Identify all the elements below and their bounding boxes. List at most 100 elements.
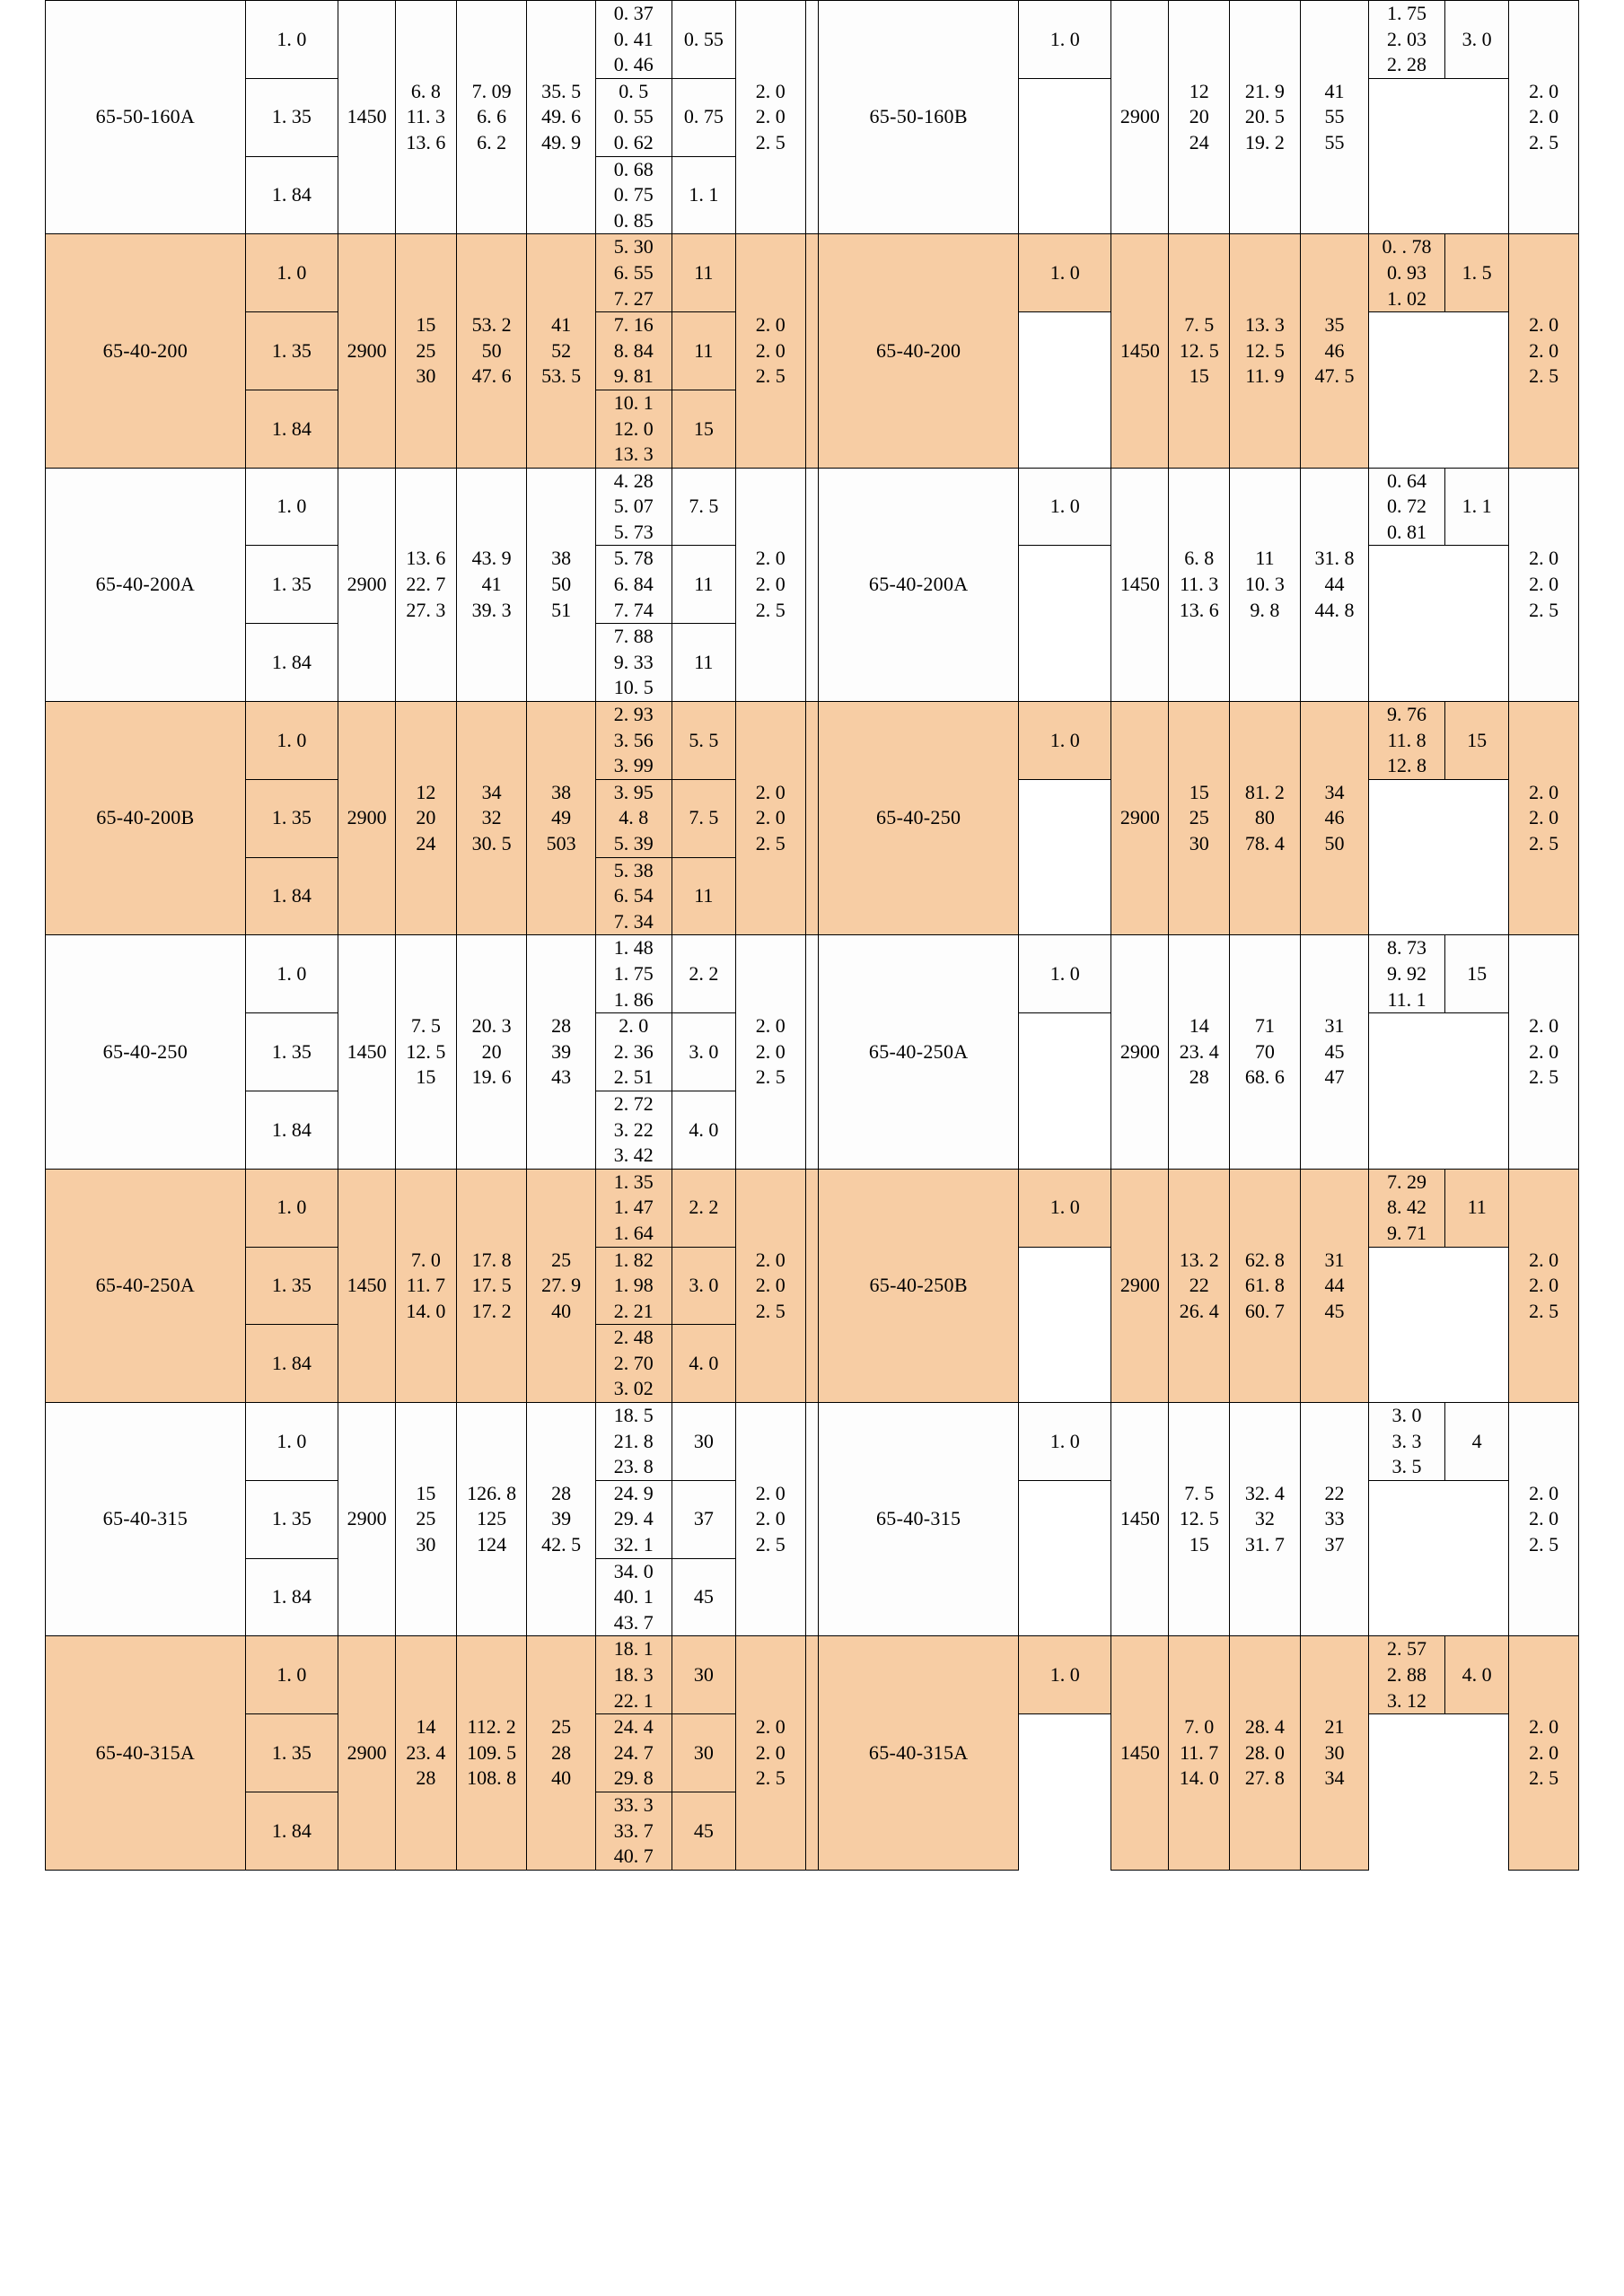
value-line: 1. 75: [613, 961, 654, 985]
motor-power-cell: 30: [671, 1402, 737, 1481]
value-line: 4. 8: [619, 806, 649, 829]
value-line: 0. 41: [613, 27, 654, 50]
flow-cell: 12 20 24: [395, 701, 457, 936]
value-line: 2. 57: [1387, 1637, 1427, 1661]
density-cell: 1. 84: [244, 1791, 339, 1871]
table-row: 65-40-250A 1. 0 1450 7. 0 11. 7 14. 0 17. 8 17.…: [45, 1168, 1579, 1404]
value-line: 50: [1324, 832, 1345, 854]
value-line: 12. 8: [1387, 754, 1427, 777]
value-line: 11. 7: [406, 1274, 445, 1297]
npsh-cell: 2. 0 2. 0 2. 5: [1508, 934, 1579, 1170]
table-row: 65-40-200A 1. 0 2900 13. 6 22. 7 27. 3 43. 9 41…: [45, 467, 1579, 703]
value-line: 39: [551, 1039, 572, 1063]
density-cell: 1. 84: [244, 623, 339, 703]
value-line: 19. 2: [1244, 130, 1285, 153]
value-line: 62. 8: [1244, 1248, 1285, 1271]
table-row: 1. 35 24. 4 24. 7 29. 8 30: [46, 1713, 1579, 1792]
value-line: 33: [1324, 1507, 1345, 1530]
value-line: 1. 98: [613, 1274, 654, 1297]
value-line: 2. 0: [1529, 1274, 1559, 1297]
value-line: 11. 3: [1180, 573, 1219, 596]
value-line: 5. 73: [613, 520, 654, 543]
value-line: 46: [1324, 806, 1345, 829]
value-line: 30: [1189, 832, 1209, 854]
value-line: 5. 07: [613, 495, 654, 518]
value-line: 49: [551, 806, 572, 829]
value-line: 126. 8: [467, 1481, 517, 1504]
value-line: 24: [1189, 130, 1209, 153]
value-line: 109. 5: [467, 1740, 517, 1764]
value-line: 29. 4: [613, 1507, 654, 1530]
value-line: 2. 5: [755, 1065, 786, 1089]
value-line: 0. 62: [613, 130, 654, 153]
table-row: 1. 84 33. 3 33. 7 40. 7 45: [46, 1791, 1579, 1871]
density-cell: 1. 0: [1018, 1402, 1112, 1481]
density-cell: 1. 0: [244, 233, 339, 313]
value-line: 14. 0: [1179, 1766, 1219, 1790]
density-cell: 1. 0: [1018, 1635, 1112, 1715]
value-line: 29. 8: [613, 1766, 654, 1790]
value-line: 47. 6: [471, 364, 512, 388]
shaft-power-cell: 3. 95 4. 8 5. 39: [594, 778, 672, 858]
efficiency-cell: 41 52 53. 5: [526, 233, 596, 469]
table-row: 1. 84 0. 68 0. 75 0. 85 1. 1: [46, 155, 1579, 235]
value-line: 10. 5: [613, 676, 654, 699]
shaft-power-cell: 33. 3 33. 7 40. 7: [594, 1791, 672, 1871]
table-body: 65-50-160A 1. 0 1450 6. 8 11. 3 13. 6 7. 09 6. …: [45, 0, 1579, 1871]
npsh-cell: 2. 0 2. 0 2. 5: [1508, 1635, 1579, 1871]
value-line: 9. 33: [613, 650, 654, 673]
speed-cell: 1450: [338, 934, 397, 1170]
efficiency-cell: 35 46 47. 5: [1299, 233, 1370, 469]
value-line: 20. 3: [471, 1014, 512, 1038]
value-line: 22. 1: [613, 1688, 654, 1712]
value-line: 37: [1324, 1533, 1345, 1556]
value-line: 9. 81: [613, 364, 654, 388]
speed-cell: 1450: [1110, 233, 1170, 469]
head-cell: 43. 9 41 39. 3: [455, 467, 528, 703]
value-line: 49. 6: [541, 105, 582, 128]
motor-power-cell: 5. 5: [671, 701, 737, 780]
speed-cell: 1450: [1110, 1635, 1170, 1871]
motor-power-cell: 7. 5: [671, 467, 737, 547]
npsh-cell: 2. 0 2. 0 2. 5: [735, 934, 806, 1170]
value-line: 22: [1189, 1274, 1209, 1297]
shaft-power-cell: 18. 1 18. 3 22. 1: [594, 1635, 672, 1715]
value-line: 45: [1324, 1299, 1345, 1322]
value-line: 2. 0: [1529, 105, 1559, 128]
value-line: 9. 71: [1387, 1221, 1427, 1244]
value-line: 0. 85: [613, 208, 654, 232]
value-line: 1. 75: [1387, 2, 1427, 24]
motor-power-cell: 30: [671, 1635, 737, 1715]
value-line: 44: [1324, 1274, 1345, 1297]
efficiency-cell: 38 50 51: [526, 467, 596, 703]
motor-power-cell: 0. 75: [671, 77, 737, 157]
density-cell: 1. 84: [244, 1557, 339, 1637]
value-line: 2. 5: [1529, 1766, 1559, 1790]
value-line: 34. 0: [613, 1559, 654, 1582]
value-line: 2. 0: [755, 1740, 786, 1764]
value-line: 12: [416, 780, 436, 803]
value-line: 0. 55: [613, 105, 654, 128]
value-line: 1. 47: [613, 1196, 654, 1219]
value-line: 35: [1324, 313, 1345, 337]
value-line: 2. 5: [755, 1299, 786, 1322]
value-line: 2. 5: [755, 364, 786, 388]
value-line: 7. 5: [410, 1014, 441, 1038]
motor-power-cell: 15: [671, 389, 737, 469]
value-line: 80: [1254, 806, 1275, 829]
value-line: 12. 5: [1179, 1507, 1219, 1530]
efficiency-cell: 28 39 42. 5: [526, 1402, 596, 1637]
value-line: 55: [1324, 130, 1345, 153]
table-row: 1. 84 7. 88 9. 33 10. 5 11: [46, 623, 1579, 703]
value-line: 46: [1324, 338, 1345, 362]
density-cell: 1. 0: [244, 1168, 339, 1248]
flow-cell: 14 23. 4 28: [395, 1635, 457, 1871]
value-line: 68. 6: [1244, 1065, 1285, 1089]
speed-cell: 2900: [1110, 934, 1170, 1170]
head-cell: 32. 4 32 31. 7: [1229, 1402, 1301, 1637]
speed-cell: 2900: [338, 701, 397, 936]
motor-power-cell: 2. 2: [671, 934, 737, 1014]
model-cell: 65-40-250A: [818, 934, 1020, 1170]
motor-power-cell: 30: [671, 1713, 737, 1792]
value-line: 3. 5: [1391, 1455, 1422, 1478]
